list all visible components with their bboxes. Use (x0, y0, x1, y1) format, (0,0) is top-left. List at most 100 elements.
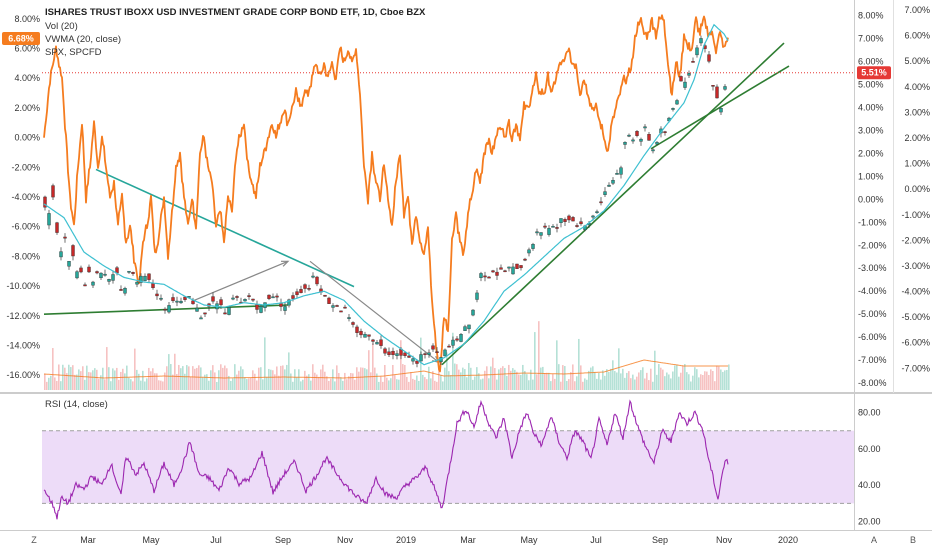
candle-body (367, 334, 371, 337)
volume-bar (122, 368, 124, 390)
volume-bar (134, 348, 136, 390)
candle-body (579, 221, 583, 225)
green-shallow-line[interactable] (650, 65, 790, 150)
candle-body (295, 291, 299, 295)
candle-body (231, 297, 235, 300)
volume-bar (160, 380, 162, 390)
volume-bar (104, 379, 106, 390)
volume-bar (422, 374, 424, 390)
volume-bar (446, 352, 448, 390)
legend: ISHARES TRUST IBOXX USD INVESTMENT GRADE… (45, 7, 426, 410)
volume-bar (578, 338, 580, 390)
candle-body (567, 215, 571, 221)
volume-bar (580, 365, 582, 390)
candle-body (631, 139, 635, 142)
gray-up-line[interactable] (193, 260, 289, 301)
volume-bar (696, 369, 698, 390)
candle-body (451, 339, 455, 346)
volume-bar (250, 377, 252, 390)
volume-bar (132, 381, 134, 390)
volume-bar (288, 352, 290, 390)
volume-bar (566, 380, 568, 390)
candle-body (515, 263, 519, 269)
volume-bar (448, 371, 450, 390)
mid-badge-bg (857, 66, 891, 80)
volume-bar (544, 373, 546, 390)
volume-bar (692, 375, 694, 390)
legend-rsi[interactable]: RSI (14, close) (45, 399, 108, 410)
rsi-scale-a-label[interactable]: A (871, 535, 877, 545)
volume-bar (644, 378, 646, 390)
candle-body (455, 338, 459, 341)
green-steep-line[interactable] (441, 42, 785, 366)
volume-bar (44, 373, 46, 390)
rsi-line (43, 399, 729, 520)
legend-vwma[interactable]: VWMA (20, close) (45, 34, 121, 45)
gray-down-line[interactable] (309, 260, 440, 363)
volume-bar (478, 373, 480, 390)
volume-bar (426, 379, 428, 390)
volume-bar (434, 380, 436, 390)
left-axis-tick: -8.00% (11, 251, 40, 261)
volume-bar (522, 364, 524, 390)
candle-body (107, 279, 111, 282)
candle-body (339, 310, 343, 313)
candle-body (391, 350, 395, 356)
candle-body (691, 61, 695, 63)
right-axis-tick: -3.00% (901, 261, 930, 271)
volume-bar (728, 364, 730, 390)
mid-price-badge: 5.51% (857, 66, 891, 80)
volume-bar (156, 373, 158, 390)
left-axis-tick: -10.00% (6, 281, 40, 291)
volume-bar (542, 366, 544, 390)
candle-body (103, 273, 107, 276)
candle-body (459, 334, 463, 342)
volume-bar (504, 368, 506, 390)
volume-bar (302, 379, 304, 390)
volume-bar (204, 374, 206, 390)
candle-body (415, 360, 419, 364)
candle-body (227, 307, 231, 315)
volume-bar (304, 370, 306, 390)
volume-bar (532, 379, 534, 390)
candle-body (303, 284, 307, 289)
volume-bar (264, 337, 266, 390)
candle-body (195, 307, 199, 312)
timezone-corner-label[interactable]: Z (31, 535, 37, 545)
volume-bar (600, 379, 602, 390)
candle-body (375, 342, 379, 345)
candle-body (351, 322, 355, 325)
volume-bar (96, 369, 98, 390)
left-axis-tick: -16.00% (6, 370, 40, 380)
volume-bar (710, 369, 712, 390)
volume-bar (388, 380, 390, 390)
volume-bar (634, 379, 636, 390)
volume-bar (444, 367, 446, 390)
volume-bar (698, 377, 700, 390)
volume-bar (546, 372, 548, 390)
volume-bar (464, 369, 466, 390)
candle-body (639, 138, 643, 142)
candle-body (623, 141, 627, 145)
legend-title[interactable]: ISHARES TRUST IBOXX USD INVESTMENT GRADE… (45, 7, 426, 18)
volume-bar (374, 367, 376, 390)
volume-bar (460, 372, 462, 390)
volume-bar (292, 381, 294, 390)
left-axis-tick: 6.00% (14, 44, 40, 54)
volume-bar (484, 370, 486, 390)
volume-bar (182, 366, 184, 390)
axis-b-label[interactable]: B (910, 535, 916, 545)
candle-body (71, 245, 75, 257)
volume-bar (258, 367, 260, 390)
volume-bar (248, 378, 250, 390)
legend-spx[interactable]: SPX, SPCFD (45, 47, 102, 58)
volume-bar (588, 370, 590, 390)
legend-vol[interactable]: Vol (20) (45, 21, 78, 32)
volume-bar (410, 372, 412, 390)
volume-bar (670, 378, 672, 390)
volume-bar (628, 371, 630, 390)
candle-body (403, 352, 407, 356)
candle-body (539, 232, 543, 236)
candle-body (475, 292, 479, 300)
candle-body (555, 227, 559, 229)
